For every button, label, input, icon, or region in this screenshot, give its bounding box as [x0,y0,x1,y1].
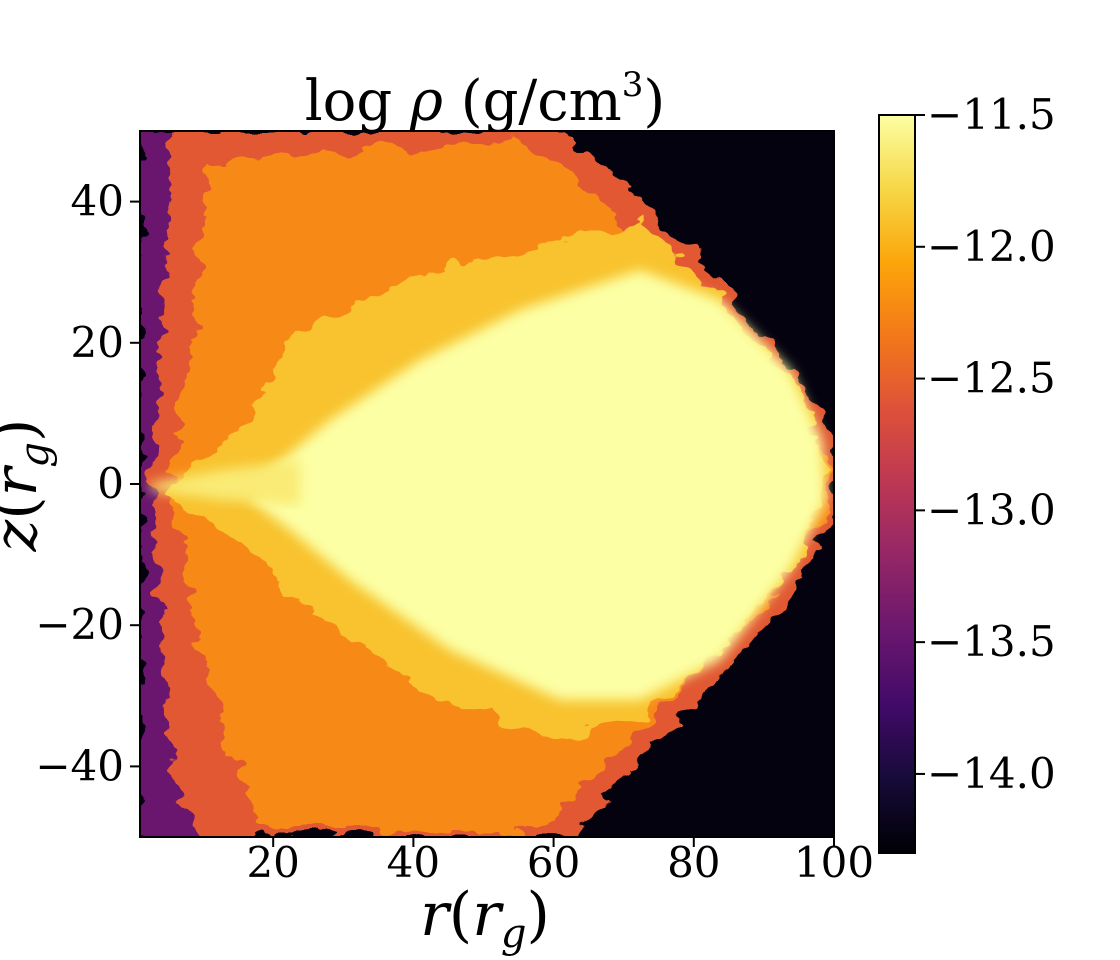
colorbar-tick-label: −12.5 [927,354,1056,403]
x-label-sub: g [501,911,527,957]
colorbar-tick-label: −13.5 [927,617,1056,666]
title-symbol: ρ [409,69,443,134]
x-axis-ticks: 20 40 60 80 100 [246,837,874,887]
y-label-var: z [0,519,51,552]
y-label-sym: r [0,464,51,496]
colorbar-tick-label: −13.0 [927,485,1056,534]
title-units-sup: 3 [622,65,644,105]
y-label-open: ( [0,496,51,519]
x-tick-label: 60 [527,838,580,887]
colorbar [878,114,916,854]
dense-disk-core [250,270,826,700]
y-axis-ticks: 40 20 0 −20 −40 [35,177,140,790]
colorbar-tick-label: −12.0 [927,222,1056,271]
colorbar-ticks: −11.5 −12.0 −12.5 −13.0 −13.5 −14.0 [915,90,1056,798]
x-label-sym: r [472,880,504,950]
x-tick-label: 100 [794,838,874,887]
disk-midplane-streak [150,460,300,505]
title-units-open: (g/cm [443,69,622,134]
title-prefix: log [305,69,410,134]
y-axis-label: z(rg) [0,419,58,553]
y-tick-label: 20 [71,318,124,367]
x-tick-label: 20 [246,838,299,887]
x-label-var: r [420,880,452,950]
y-tick-label: 40 [71,177,124,226]
y-label-close: ) [0,419,51,442]
x-axis-label: r(rg) [420,880,550,957]
x-tick-label: 40 [387,838,440,887]
x-tick-label: 80 [667,838,720,887]
y-tick-label: 0 [97,459,124,508]
chart-title: log ρ (g/cm3) [305,65,666,134]
x-label-open: ( [449,880,472,950]
colorbar-tick-label: −14.0 [927,749,1056,798]
heatmap-plot-area [140,131,834,837]
title-units-close: ) [643,69,665,134]
y-label-sub: g [12,442,58,468]
y-tick-label: −40 [35,741,124,790]
x-label-close: ) [526,880,549,950]
colorbar-tick-label: −11.5 [927,90,1056,139]
y-tick-label: −20 [35,600,124,649]
